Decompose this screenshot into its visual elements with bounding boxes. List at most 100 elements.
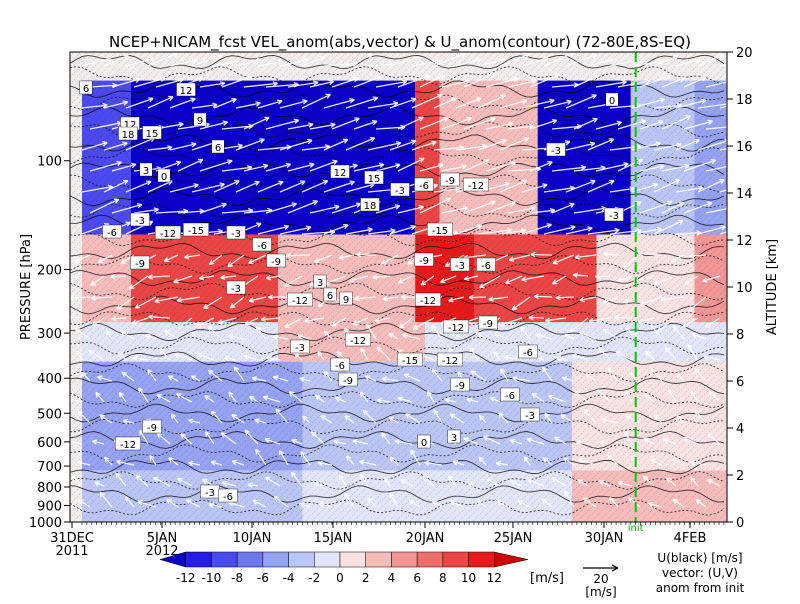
wind-vector: [380, 254, 399, 265]
wind-vector: [315, 394, 325, 403]
legend-notes: U(black) [m/s] vector: (U,V) anom from i…: [656, 551, 745, 595]
wind-vector: [607, 454, 619, 466]
wind-vector: [235, 180, 260, 193]
wind-vector: [419, 116, 449, 130]
wind-vector: [264, 437, 281, 445]
colorbar-swatch: [314, 551, 341, 568]
wind-vector: [381, 376, 399, 382]
wind-vector: [367, 141, 402, 151]
contour-label: -15: [183, 222, 209, 237]
wind-vector: [252, 499, 267, 508]
wind-vector: [291, 438, 303, 445]
wind-vector: [440, 275, 457, 284]
wind-vector: [103, 141, 128, 151]
contour-label: -6: [252, 237, 272, 252]
wind-vector: [529, 119, 558, 130]
time-axis: 31DEC 5JAN 10JAN 15JAN 20JAN 25JAN 30JAN 4FEB: [50, 522, 725, 546]
wind-vector: [135, 474, 149, 487]
wind-vector: [479, 275, 501, 289]
wind-vector: [608, 496, 619, 508]
wind-vector: [578, 457, 597, 466]
wind-vector: [662, 437, 677, 445]
wind-vector: [530, 251, 553, 258]
wind-vector: [169, 183, 199, 193]
wind-vector: [401, 332, 421, 340]
wind-vector: [670, 254, 685, 263]
colorbar-swatch: [442, 551, 469, 568]
svg-text:-9: -9: [455, 381, 465, 392]
wind-vector: [587, 57, 614, 67]
svg-text:-3: -3: [231, 284, 241, 295]
wind-vector: [389, 56, 419, 67]
wind-vector: [672, 498, 685, 508]
wind-vector: [147, 145, 173, 151]
wind-vector: [111, 202, 143, 214]
wind-vector: [675, 185, 704, 193]
wind-vector: [499, 228, 527, 235]
wind-vector: [650, 368, 663, 382]
wind-vector: [426, 390, 435, 403]
wind-vector: [622, 296, 641, 304]
wind-vector: [599, 440, 611, 446]
svg-text:-3: -3: [205, 488, 215, 499]
wind-vector: [353, 162, 385, 172]
wind-vectors: [70, 52, 727, 508]
wind-vector: [653, 275, 677, 286]
wind-vector: [499, 53, 530, 67]
wind-vector: [704, 317, 721, 328]
contour-line: [70, 295, 725, 315]
wind-vector: [375, 163, 401, 172]
contour-label: -6: [218, 488, 238, 503]
time-tick-label: 10JAN: [233, 531, 272, 546]
wind-vector: [222, 480, 237, 487]
wind-vector: [419, 197, 451, 214]
wind-vector: [299, 376, 311, 383]
colorbar-label: 2: [362, 571, 370, 585]
wind-vector: [360, 348, 369, 361]
wind-vector: [478, 414, 487, 424]
svg-text:18: 18: [122, 130, 135, 141]
wind-vector: [147, 368, 157, 382]
wind-vector: [563, 457, 575, 466]
contour-label: 12: [330, 164, 350, 179]
wind-vector: [204, 395, 215, 403]
wind-vector: [628, 497, 641, 508]
wind-vector: [131, 317, 149, 325]
colorbar-swatch: [416, 551, 444, 568]
contour-line: [70, 282, 725, 301]
wind-vector: [132, 355, 149, 362]
wind-vector: [585, 373, 597, 382]
wind-vector: [623, 430, 633, 445]
wind-vector: [147, 52, 179, 67]
wind-vector: [719, 105, 727, 109]
wind-vector: [455, 224, 483, 235]
wind-vector: [397, 204, 425, 214]
wind-vector: [275, 408, 289, 424]
wind-vector: [154, 296, 179, 304]
wind-vector: [166, 498, 179, 508]
wind-vector: [364, 375, 377, 382]
wind-vector: [257, 180, 284, 193]
wind-vector: [482, 435, 501, 445]
wind-vector: [533, 293, 553, 300]
contour-line: [70, 391, 725, 409]
wind-vector: [137, 500, 157, 508]
wind-vector: [691, 332, 707, 340]
wind-vector: [133, 76, 166, 88]
colorbar-label: -10: [202, 571, 222, 585]
wind-vector: [596, 389, 611, 403]
wind-vector: [367, 100, 399, 109]
wind-vector: [352, 438, 369, 445]
wind-vector: [719, 64, 727, 67]
wind-vector: [103, 456, 113, 466]
svg-text:0: 0: [421, 438, 427, 449]
wind-vector: [496, 500, 509, 508]
wind-vector: [89, 160, 122, 172]
contour-line: [70, 403, 725, 423]
wind-vector: [89, 198, 120, 214]
wind-vector: [528, 314, 545, 321]
wind-vector: [690, 476, 699, 487]
wind-vector: [397, 396, 413, 403]
wind-vector: [95, 391, 105, 403]
time-tick-label: 15JAN: [314, 531, 353, 546]
